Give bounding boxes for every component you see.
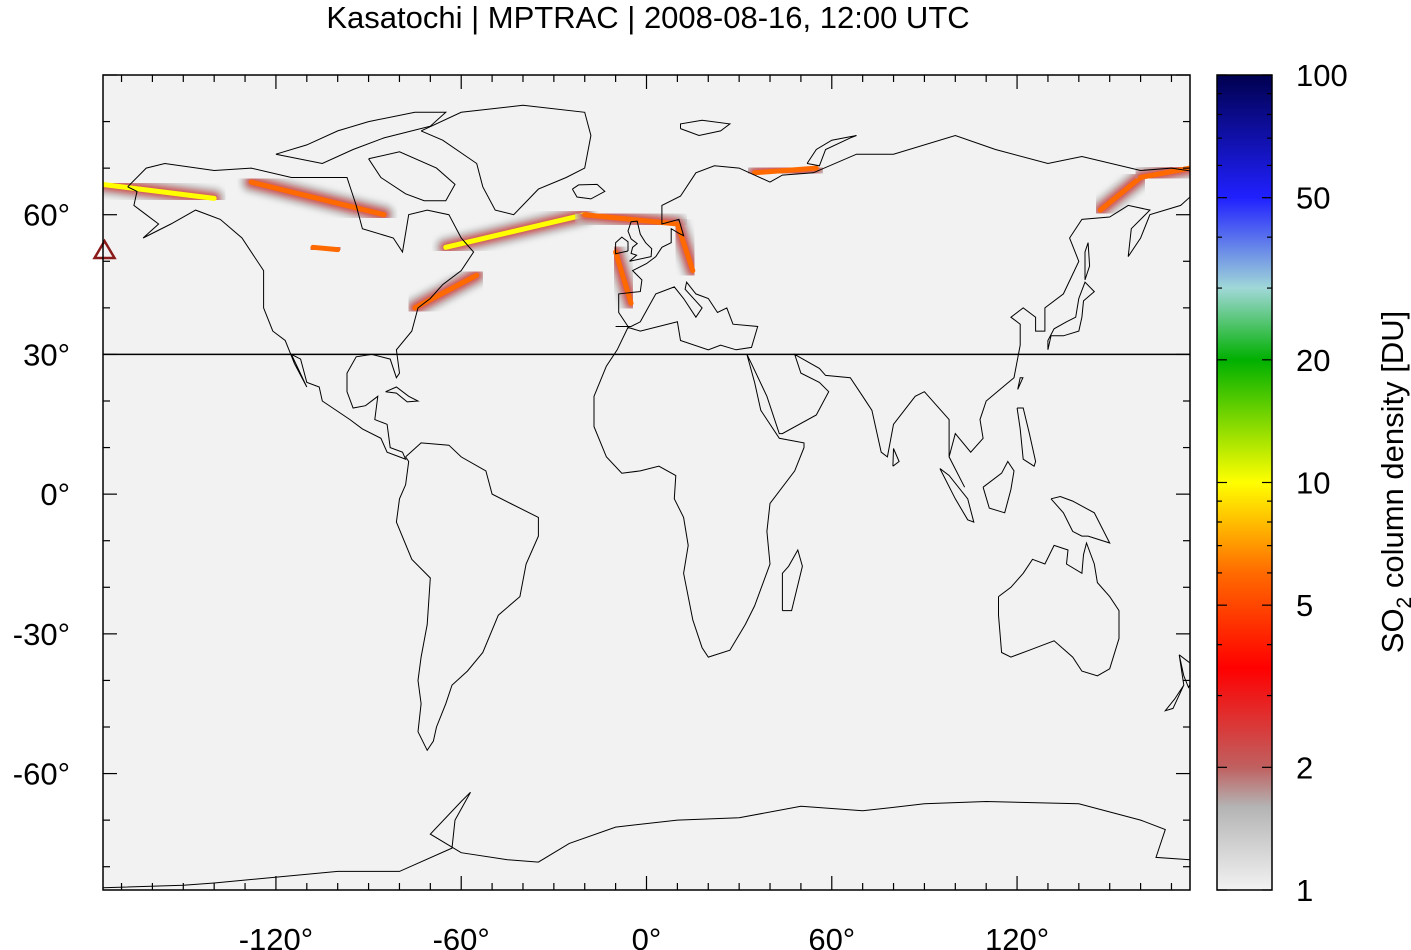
coastline-australia [998,541,1120,677]
map-title: Kasatochi | MPTRAC | 2008-08-16, 12:00 U… [326,0,970,35]
so2-plume-layer [103,157,1190,319]
x-tick-label: -120° [239,922,313,950]
y-tick-label: 60° [23,198,70,233]
coastline-north-america [127,162,475,461]
coastline-borneo [982,460,1015,514]
y-tick-label: -30° [13,617,70,652]
axis-ticks [103,74,1190,890]
coastline-ireland [615,236,629,255]
coastline-japan [1047,281,1096,350]
plume-bay-of-biscay [604,240,643,315]
y-tick-label: 30° [23,337,70,372]
coastline-south-america [395,442,539,752]
coastline-svalbard [680,119,732,137]
coastline-novaya-zemlya [806,135,857,167]
coastline-iceland [571,183,606,200]
coastline-antarctica [103,791,1190,889]
volcano-marker-layer [92,238,117,260]
plume-labrador-atlantic [434,203,596,259]
x-tick-label: 120° [985,922,1049,950]
volcano-triangle-icon [92,238,117,260]
plume-north-sea [666,213,704,282]
coastline-philippines [1016,407,1037,467]
plume-canada-central [301,236,349,261]
coastline-new-zealand [1163,654,1190,712]
coastline-uk [627,220,653,262]
coastline-sakhalin [1084,242,1091,281]
axis-labels: -120° -60° 0° 60° 120° 60° 30° 0° -30° -60° [13,198,1049,950]
map-frame [102,74,1191,891]
x-tick-label: 60° [808,922,855,950]
coastline-new-guinea [1050,495,1111,544]
x-tick-label: -60° [433,922,490,950]
coastline-madagascar [781,548,803,612]
plume-barents-sea [743,157,828,184]
coastline-eurasia-africa [593,134,1190,658]
coastline-sumatra [939,468,975,523]
map-background [103,75,1190,890]
plume-canada-west [240,171,396,226]
coastline-sri-lanka [892,448,900,467]
x-tick-label: 0° [632,922,662,950]
coastline-cuba [385,386,420,403]
coastline-taiwan [1017,377,1024,390]
coastline-layer [103,104,1190,889]
coastline-greenland [420,104,592,216]
kasatochi-plume-alaska [103,173,226,210]
coastline-canadian-archipelago [275,111,448,165]
coastline-baffin [368,151,456,202]
y-tick-label: 0° [40,477,70,512]
y-tick-label: -60° [13,757,70,792]
